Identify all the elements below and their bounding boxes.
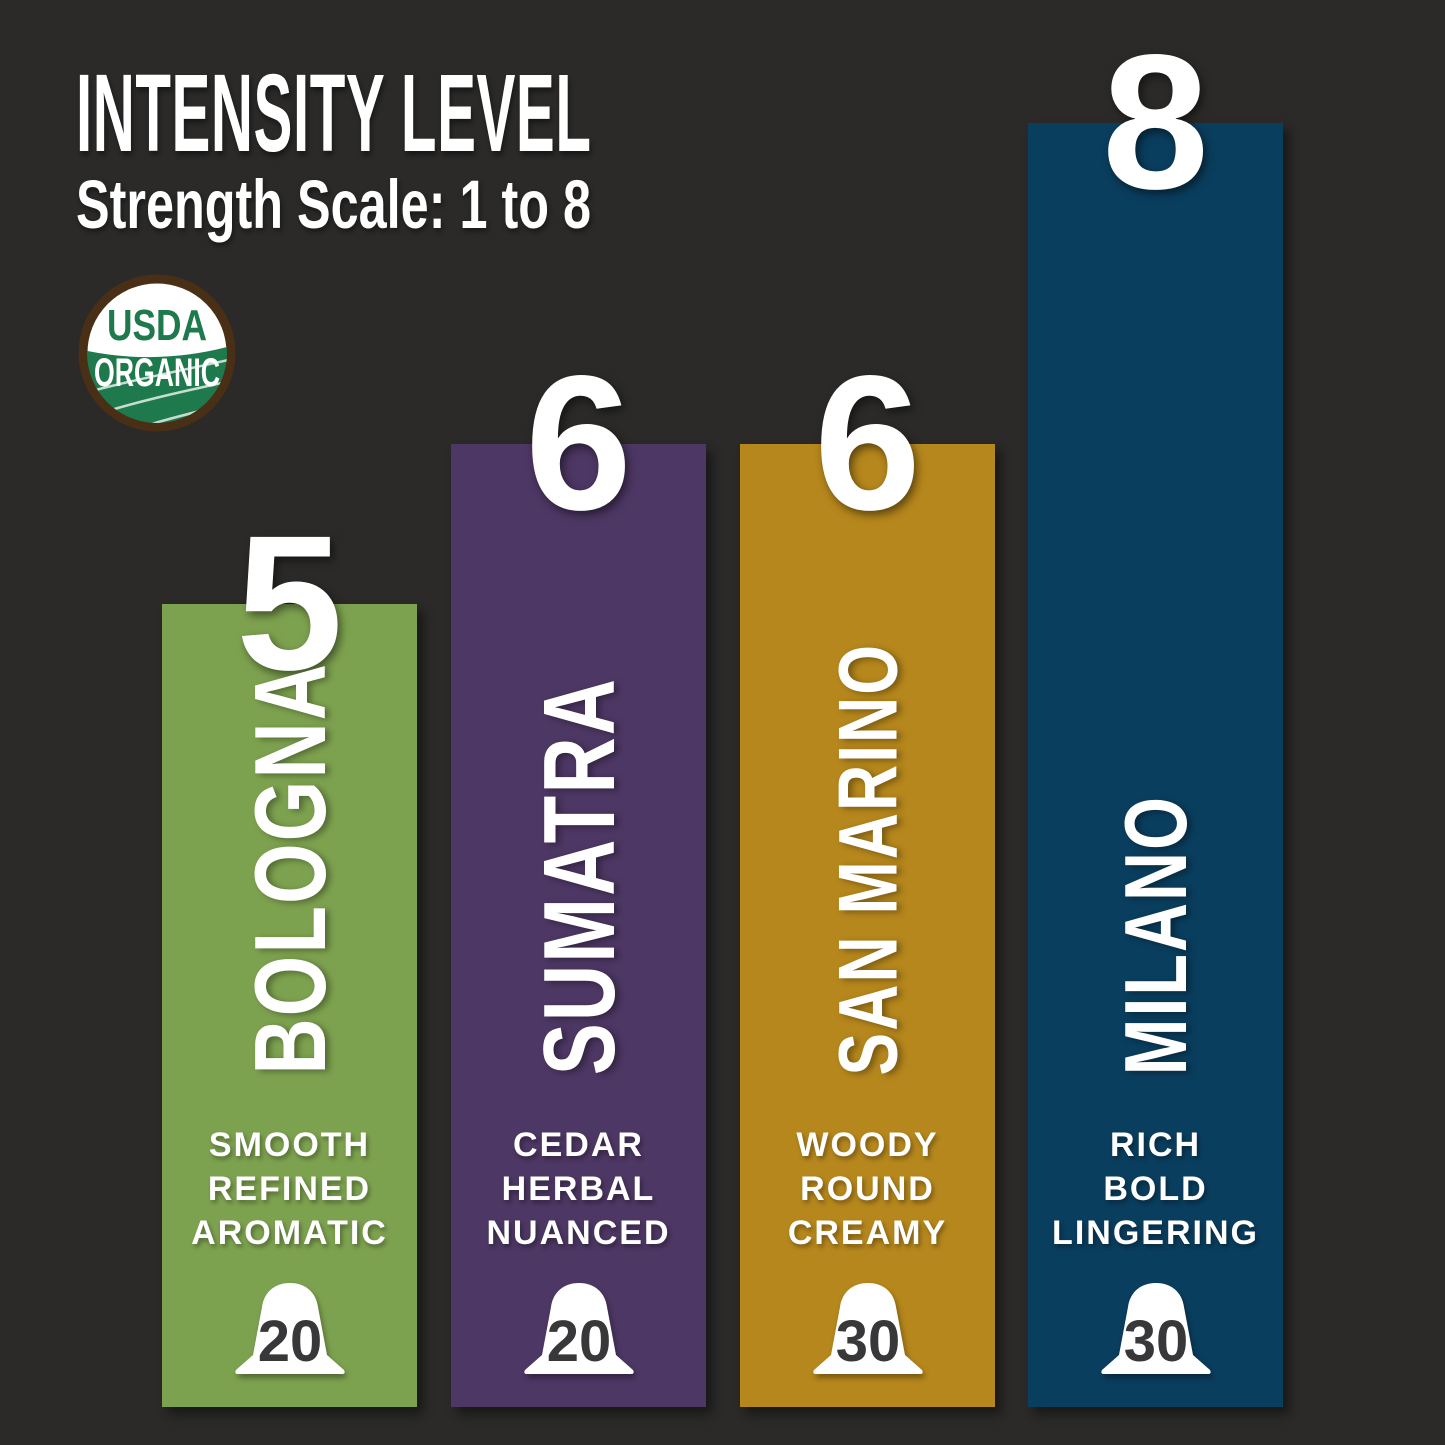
tasting-note-line: AROMATIC <box>191 1214 388 1252</box>
intensity-value: 6 <box>525 335 632 550</box>
badge-organic-text: ORGANIC <box>94 351 220 395</box>
bar-name-label: SUMATRA <box>521 676 636 1075</box>
bar-bologna: 5 BOLOGNA SMOOTH REFINED AROMATIC 20 <box>162 507 417 1407</box>
capsule-shape <box>1100 1283 1211 1374</box>
intensity-value: 8 <box>1102 14 1209 229</box>
tasting-note-line: LINGERING <box>1052 1214 1259 1252</box>
bar-name-label: SAN MARINO <box>820 642 915 1075</box>
coffee-capsule-icon: 30 <box>1100 1283 1211 1374</box>
tasting-note-line: HERBAL <box>501 1170 656 1208</box>
tasting-note-line: CREAMY <box>787 1214 948 1252</box>
bar-name-label: BOLOGNA <box>232 662 347 1075</box>
bar-san-marino: 6 SAN MARINO WOODY ROUND CREAMY 30 <box>740 347 995 1407</box>
tasting-notes: CEDAR HERBAL NUANCED <box>451 1123 706 1255</box>
capsule-shape <box>812 1283 923 1374</box>
page-title: INTENSITY LEVEL <box>76 52 592 175</box>
intensity-value: 6 <box>814 335 921 550</box>
tasting-note-line: RICH <box>1109 1126 1202 1164</box>
tasting-note-line: BOLD <box>1103 1170 1208 1208</box>
tasting-note-line: CEDAR <box>513 1126 644 1164</box>
tasting-note-line: SMOOTH <box>208 1126 371 1164</box>
capsule-shape <box>523 1283 634 1374</box>
capsule-count: 20 <box>257 1309 322 1374</box>
capsule-count: 30 <box>835 1309 900 1374</box>
capsule-count: 20 <box>546 1309 611 1374</box>
usda-organic-badge: USDA ORGANIC <box>78 274 236 432</box>
intensity-value: 5 <box>236 495 343 710</box>
tasting-note-line: WOODY <box>796 1126 939 1164</box>
bar-name-label: MILANO <box>1106 794 1205 1075</box>
coffee-capsule-icon: 20 <box>234 1283 345 1374</box>
tasting-note-line: ROUND <box>800 1170 935 1208</box>
bar-sumatra: 6 SUMATRA CEDAR HERBAL NUANCED 20 <box>451 347 706 1407</box>
capsule-count: 30 <box>1123 1309 1188 1374</box>
tasting-note-line: NUANCED <box>486 1214 671 1252</box>
coffee-capsule-icon: 30 <box>812 1283 923 1374</box>
page-subtitle: Strength Scale: 1 to 8 <box>76 166 592 243</box>
tasting-note-line: REFINED <box>207 1170 372 1208</box>
capsule-shape <box>234 1283 345 1374</box>
coffee-capsule-icon: 20 <box>523 1283 634 1374</box>
badge-usda-text: USDA <box>107 301 207 350</box>
tasting-notes: WOODY ROUND CREAMY <box>740 1123 995 1255</box>
bar-milano: 8 MILANO RICH BOLD LINGERING 30 <box>1028 26 1283 1407</box>
tasting-notes: SMOOTH REFINED AROMATIC <box>162 1123 417 1255</box>
tasting-notes: RICH BOLD LINGERING <box>1028 1123 1283 1255</box>
